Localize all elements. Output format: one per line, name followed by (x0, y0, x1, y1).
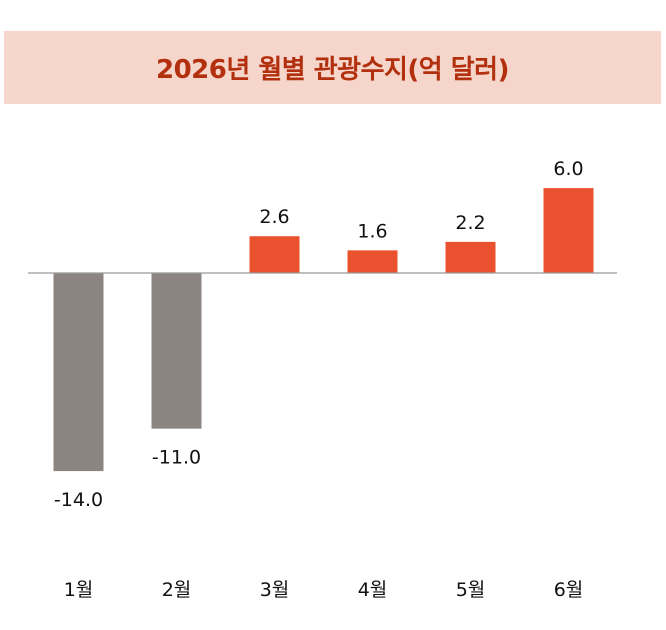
value-label-3: 2.6 (259, 206, 289, 228)
bar-1 (53, 273, 104, 472)
value-label-2: -11.0 (152, 447, 201, 469)
category-label-2: 2월 (162, 579, 192, 601)
bar-3 (249, 236, 300, 273)
category-label-6: 6월 (554, 579, 584, 601)
category-label-1: 1월 (64, 579, 94, 601)
bar-4 (347, 250, 398, 273)
value-label-1: -14.0 (54, 489, 103, 511)
labels-layer: -14.0 1월 -11.0 2월 2.6 3월 1.6 4월 2.2 5월 6.0 6월 (54, 158, 584, 601)
category-label-4: 4월 (358, 579, 388, 601)
category-label-3: 3월 (260, 579, 290, 601)
value-label-4: 1.6 (357, 220, 387, 242)
bar-2 (151, 273, 202, 429)
category-label-5: 5월 (456, 579, 486, 601)
chart-title-banner: 2026년 월별 관광수지(억 달러) (4, 31, 661, 104)
value-label-5: 2.2 (455, 212, 485, 234)
bar-6 (543, 188, 594, 273)
value-label-6: 6.0 (553, 158, 583, 180)
chart-title: 2026년 월별 관광수지(억 달러) (156, 55, 510, 85)
bar-5 (445, 241, 496, 273)
bars-layer (53, 188, 594, 472)
